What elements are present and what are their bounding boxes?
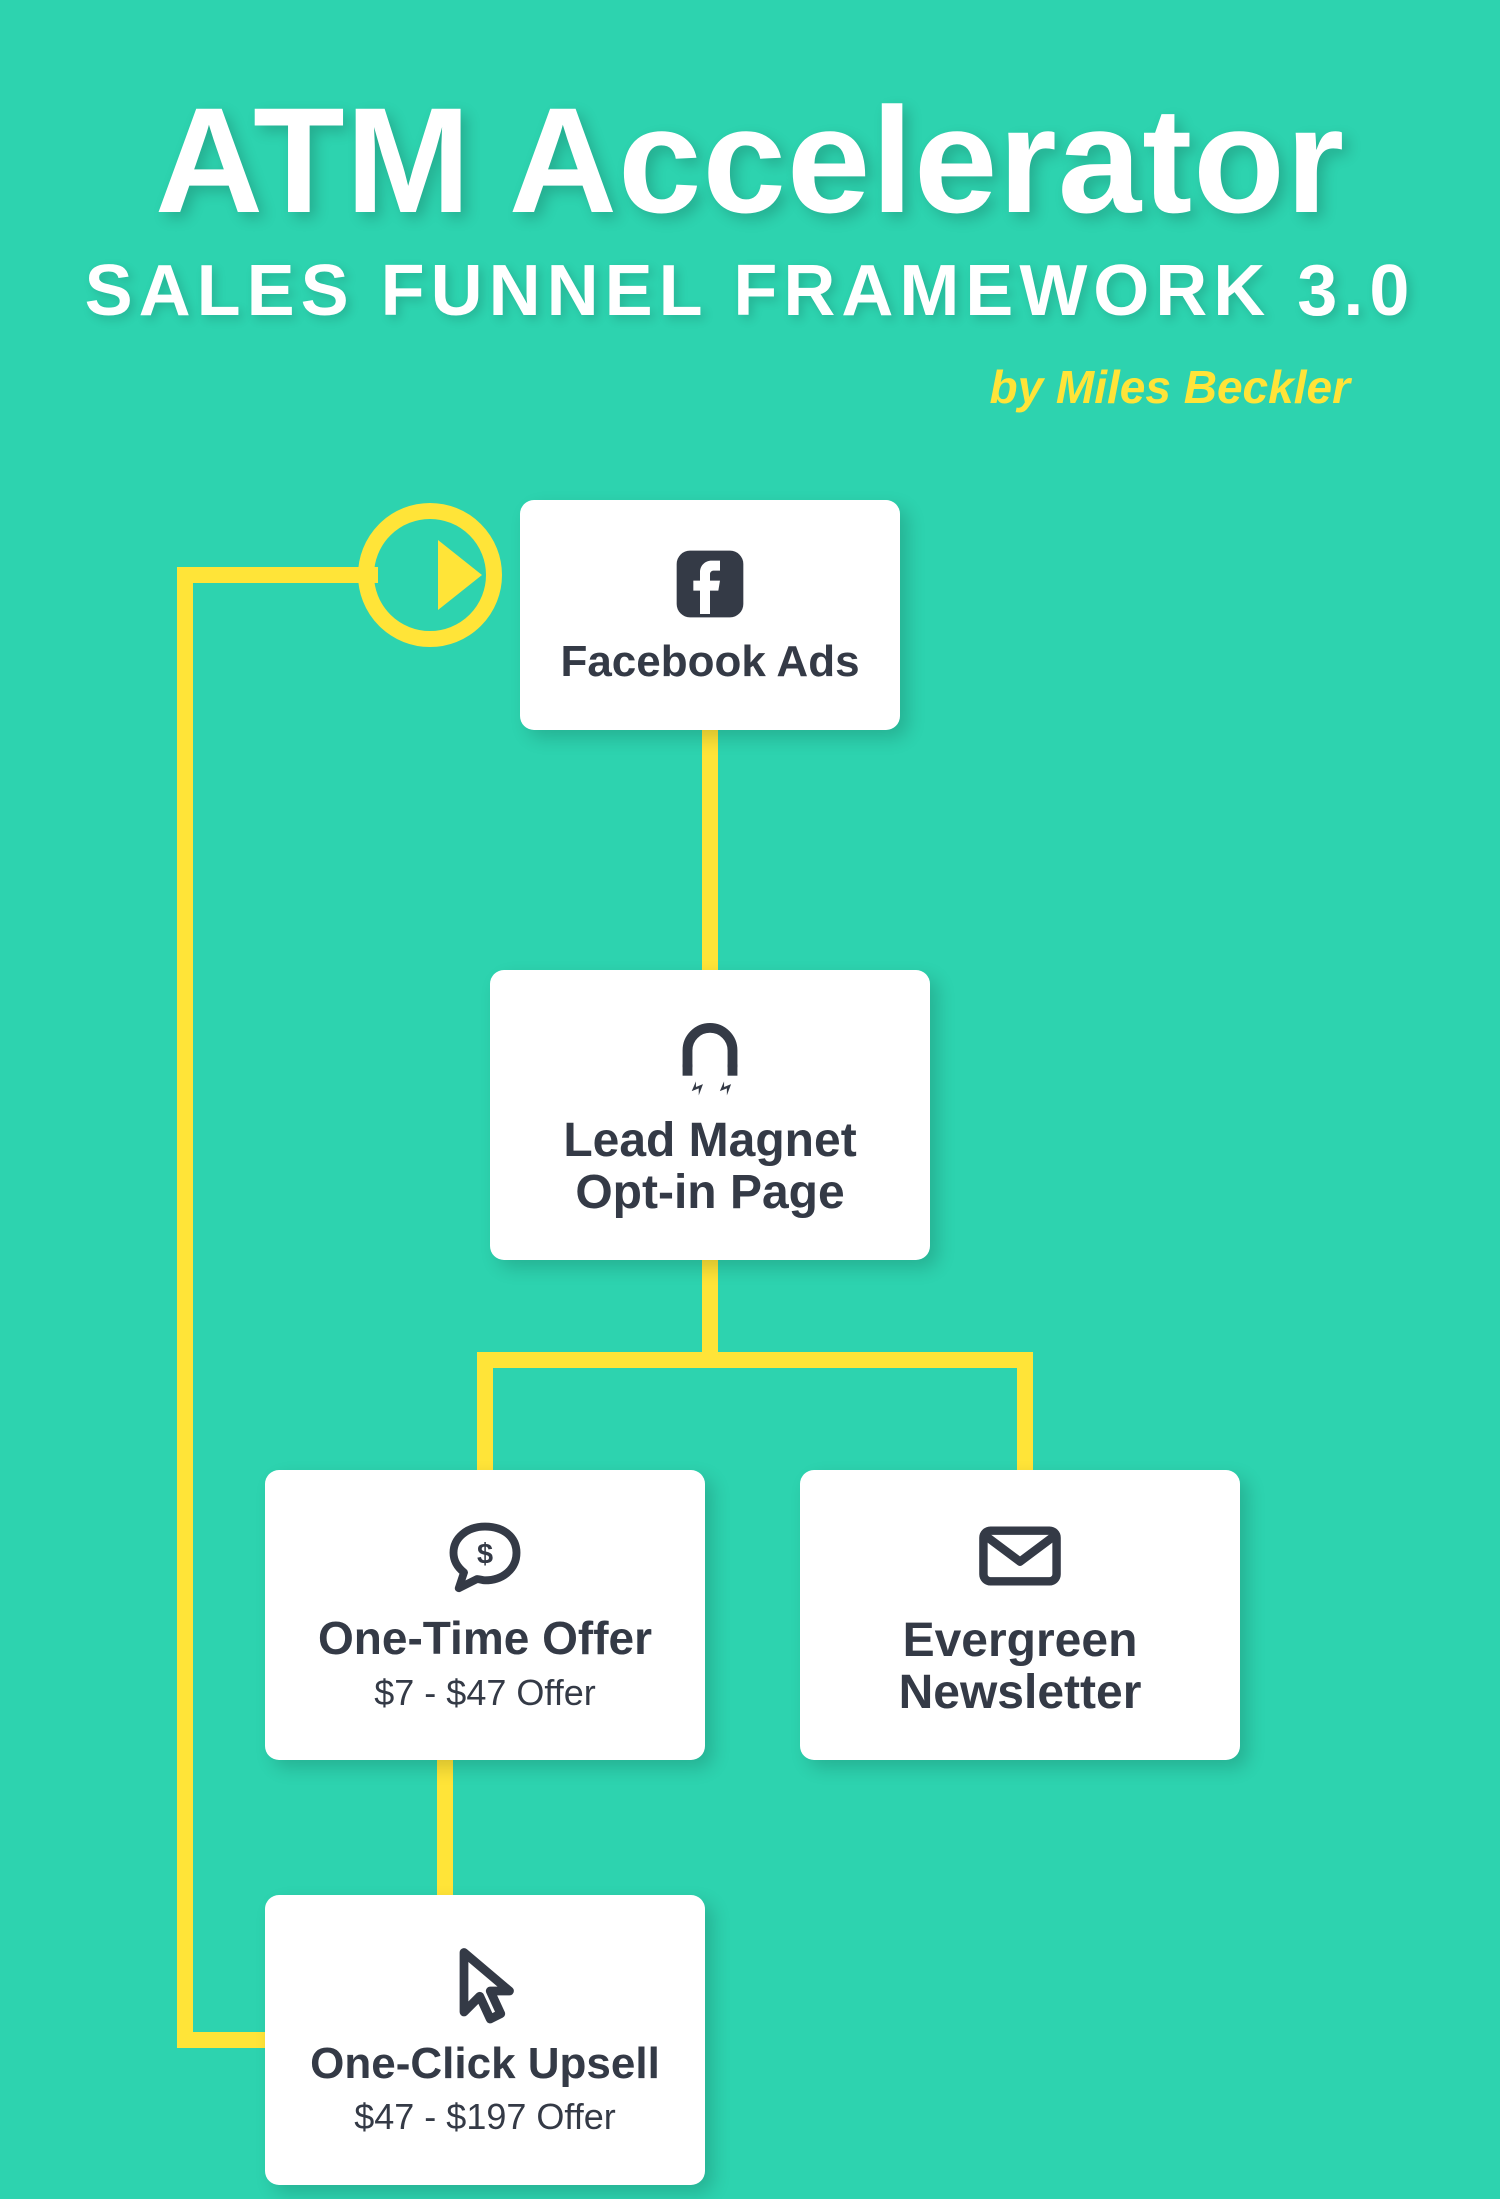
node-one-click-upsell: One-Click Upsell $47 - $197 Offer [265, 1895, 705, 2185]
node-evergreen-label-line1: Evergreen [903, 1614, 1138, 1667]
magnet-icon [665, 1011, 755, 1101]
node-lead-magnet-label-line2: Opt-in Page [575, 1166, 844, 1219]
dollar-chat-icon: $ [443, 1516, 527, 1600]
node-evergreen-newsletter: Evergreen Newsletter [800, 1470, 1240, 1760]
node-lead-magnet-label-line1: Lead Magnet [563, 1114, 856, 1167]
node-facebook-ads-label: Facebook Ads [560, 638, 859, 686]
node-lead-magnet-label: Lead Magnet Opt-in Page [563, 1115, 856, 1219]
facebook-icon [670, 544, 750, 624]
node-one-time-offer: $ One-Time Offer $7 - $47 Offer [265, 1470, 705, 1760]
node-one-click-upsell-label: One-Click Upsell [310, 2040, 660, 2088]
node-one-time-offer-sub: $7 - $47 Offer [374, 1672, 595, 1714]
svg-text:$: $ [477, 1538, 493, 1570]
node-evergreen-label-line2: Newsletter [899, 1666, 1142, 1719]
node-one-time-offer-label: One-Time Offer [318, 1614, 652, 1664]
node-lead-magnet: Lead Magnet Opt-in Page [490, 970, 930, 1260]
node-facebook-ads: Facebook Ads [520, 500, 900, 730]
node-evergreen-newsletter-label: Evergreen Newsletter [899, 1615, 1142, 1719]
loop-arrow-head [438, 540, 482, 610]
cursor-icon [443, 1942, 527, 2026]
node-one-click-upsell-sub: $47 - $197 Offer [354, 2096, 616, 2138]
envelope-icon [975, 1511, 1065, 1601]
